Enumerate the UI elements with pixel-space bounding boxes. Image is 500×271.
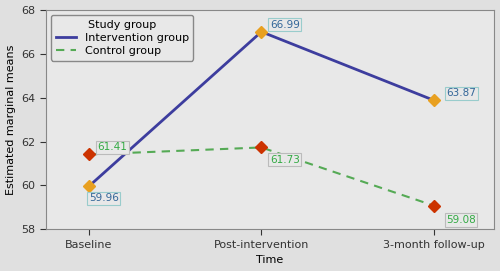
Text: 66.99: 66.99 [270,20,300,30]
X-axis label: Time: Time [256,256,283,265]
Text: 59.08: 59.08 [446,215,476,225]
Text: 63.87: 63.87 [446,88,476,98]
Legend: Intervention group, Control group: Intervention group, Control group [51,15,193,61]
Y-axis label: Estimated marginal means: Estimated marginal means [6,44,16,195]
Text: 59.96: 59.96 [89,193,118,204]
Text: 61.73: 61.73 [270,154,300,164]
Text: 61.41: 61.41 [98,143,128,153]
